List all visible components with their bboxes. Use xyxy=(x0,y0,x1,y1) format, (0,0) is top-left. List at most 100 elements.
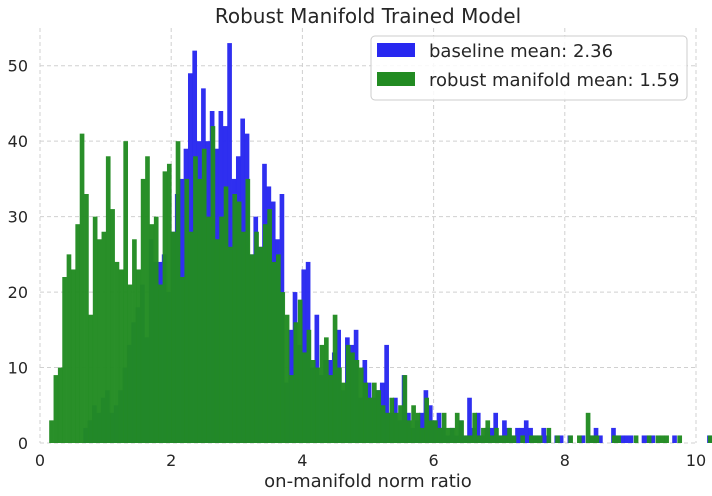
histogram-bar xyxy=(555,435,560,443)
histogram-bar xyxy=(53,375,59,443)
histogram-bar xyxy=(214,239,220,443)
histogram-bar xyxy=(66,254,72,443)
histogram-bar xyxy=(463,435,469,443)
x-tick-label: 0 xyxy=(35,451,45,470)
legend: baseline mean: 2.36 robust manifold mean… xyxy=(370,35,688,101)
histogram-bar xyxy=(511,435,517,443)
histogram-bar xyxy=(232,194,238,443)
histogram-bar xyxy=(188,231,194,443)
histogram-bar xyxy=(585,412,591,443)
histogram-bar xyxy=(441,412,447,443)
histogram-bar xyxy=(70,269,76,443)
histogram-bar xyxy=(523,420,529,443)
histogram-bar xyxy=(158,284,163,443)
histogram-bar xyxy=(411,405,416,443)
histogram-bar xyxy=(227,43,232,443)
histogram-bar xyxy=(529,435,534,443)
robust-manifold-bars xyxy=(49,126,712,444)
histogram-bar xyxy=(241,231,246,443)
histogram-bar xyxy=(406,420,412,443)
x-axis-label: on-manifold norm ratio xyxy=(264,471,472,492)
histogram-bar xyxy=(145,156,150,444)
histogram-bar xyxy=(481,427,486,443)
histogram-bar xyxy=(376,390,382,443)
histogram-bar xyxy=(415,412,421,443)
histogram-bar xyxy=(149,224,155,443)
histogram-bar xyxy=(707,435,712,443)
histogram-bar xyxy=(210,126,216,443)
legend-label-baseline: baseline mean: 2.36 xyxy=(429,41,613,62)
y-tick-label: 40 xyxy=(8,132,28,151)
histogram-bar xyxy=(184,178,190,443)
histogram-bar xyxy=(358,367,364,443)
histogram-bar xyxy=(402,375,408,443)
histogram-bar xyxy=(472,412,477,443)
histogram-bar xyxy=(633,435,639,443)
histogram-bar xyxy=(105,156,111,444)
histogram-bar xyxy=(641,435,647,443)
histogram-bar xyxy=(528,427,533,443)
histogram-bar xyxy=(206,216,211,443)
histogram-bar xyxy=(476,435,482,443)
histogram-bar xyxy=(616,435,621,443)
histogram-bar xyxy=(450,427,456,443)
histogram-bar xyxy=(219,216,224,443)
histogram-bar xyxy=(619,435,625,443)
histogram-bar xyxy=(488,427,494,443)
histogram-bar xyxy=(624,435,629,443)
histogram-bar xyxy=(467,435,473,443)
chart-title: Robust Manifold Trained Model xyxy=(215,4,521,28)
histogram-bar xyxy=(664,435,669,443)
histogram-bar xyxy=(236,201,242,443)
histogram-bar xyxy=(677,435,683,443)
histogram-bar xyxy=(75,224,81,443)
histogram-bar xyxy=(92,216,98,443)
histogram-bar xyxy=(175,141,181,443)
histogram-bar xyxy=(297,299,303,443)
histogram-bar xyxy=(672,435,677,443)
x-tick-label: 8 xyxy=(560,451,570,470)
histogram-bar xyxy=(363,382,368,443)
histogram-bar xyxy=(136,269,142,443)
histogram-bar xyxy=(475,412,481,443)
histogram-bar xyxy=(593,427,599,443)
histogram-bar xyxy=(424,397,430,443)
histogram-bar xyxy=(446,427,451,443)
x-tick-label: 10 xyxy=(686,451,706,470)
histogram-bar xyxy=(114,261,120,443)
histogram-bar xyxy=(354,360,360,443)
legend-swatch-robust-manifold xyxy=(377,72,415,86)
histogram-bar xyxy=(162,171,168,443)
histogram-bar xyxy=(428,420,434,443)
histogram-bar xyxy=(345,344,351,443)
legend-swatch-baseline xyxy=(377,43,415,57)
histogram-bar xyxy=(611,435,617,443)
y-tick-labels: 0 10 20 30 40 50 xyxy=(8,57,28,453)
histogram-bar xyxy=(118,269,124,443)
histogram-bar xyxy=(223,186,229,444)
histogram-bar xyxy=(341,382,347,443)
y-tick-label: 10 xyxy=(8,359,28,378)
histogram-bar xyxy=(454,412,460,443)
histogram-bar xyxy=(271,261,277,443)
histogram-bar xyxy=(498,435,504,443)
x-tick-labels: 0 2 4 6 8 10 xyxy=(35,451,706,470)
histogram-bar xyxy=(655,435,661,443)
histogram-bar xyxy=(62,277,67,443)
histogram-bar xyxy=(577,435,582,443)
histogram-bar xyxy=(280,292,286,443)
histogram-bar xyxy=(594,435,600,443)
histogram-bar xyxy=(389,397,395,443)
histogram-bar xyxy=(598,435,603,443)
histogram-bar xyxy=(519,427,525,443)
histogram-bar xyxy=(153,216,159,443)
legend-label-robust-manifold: robust manifold mean: 1.59 xyxy=(429,70,679,91)
x-tick-label: 6 xyxy=(429,451,439,470)
histogram-bar xyxy=(385,412,390,443)
histogram-bar xyxy=(302,352,307,443)
histogram-bar xyxy=(110,209,115,443)
histogram-bar xyxy=(398,405,403,443)
histogram-bar xyxy=(558,435,564,443)
histogram-bar xyxy=(502,435,508,443)
